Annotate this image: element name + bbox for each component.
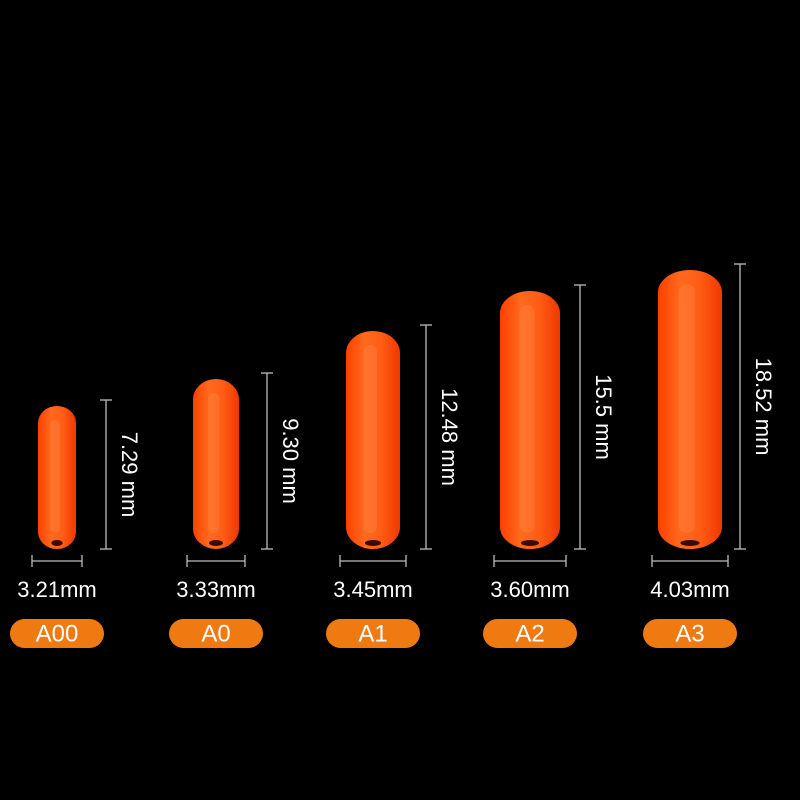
height-label: 7.29 mm	[117, 432, 142, 518]
float-body	[658, 270, 722, 549]
float-item: 12.48 mm 3.45mm A1	[326, 324, 462, 648]
float-highlight	[207, 393, 220, 533]
float-highlight	[519, 305, 535, 533]
size-label: A3	[675, 620, 704, 647]
size-label: A1	[358, 620, 387, 647]
float-highlight	[50, 420, 60, 533]
size-label: A2	[515, 620, 544, 647]
size-badge	[169, 619, 263, 648]
float-item: 18.52 mm 4.03mm A3	[643, 263, 776, 648]
float-body	[500, 291, 560, 549]
width-label: 4.03mm	[650, 577, 729, 602]
float-hole	[209, 540, 223, 546]
height-label: 9.30 mm	[278, 418, 303, 504]
float-body	[38, 406, 76, 549]
float-item: 7.29 mm 3.21mm A00	[10, 399, 142, 648]
height-label: 15.5 mm	[591, 374, 616, 460]
float-hole	[51, 540, 63, 546]
float-hole	[680, 540, 700, 546]
height-label: 12.48 mm	[437, 388, 462, 486]
width-label: 3.21mm	[17, 577, 96, 602]
float-hole	[364, 540, 382, 546]
height-label: 18.52 mm	[751, 358, 776, 456]
float-highlight	[678, 284, 695, 533]
size-label: A00	[36, 620, 79, 647]
size-badge	[10, 619, 104, 648]
size-label: A0	[201, 620, 230, 647]
float-hole	[521, 540, 539, 546]
float-body	[193, 379, 239, 549]
size-badge	[326, 619, 420, 648]
float-item: 9.30 mm 3.33mm A0	[169, 372, 303, 648]
float-body	[346, 331, 400, 549]
float-highlight	[363, 345, 378, 533]
float-item: 15.5 mm 3.60mm A2	[483, 284, 616, 648]
size-badge	[643, 619, 737, 648]
width-label: 3.60mm	[490, 577, 569, 602]
width-label: 3.33mm	[176, 577, 255, 602]
size-badge	[483, 619, 577, 648]
width-label: 3.45mm	[333, 577, 412, 602]
